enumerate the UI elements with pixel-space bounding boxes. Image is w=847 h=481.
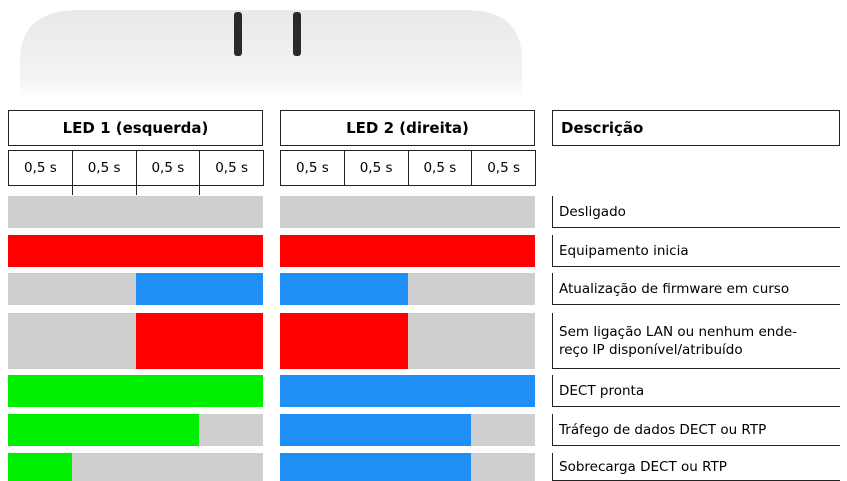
description-header: Descrição	[552, 110, 840, 146]
led-segment	[407, 313, 535, 369]
led-segment	[280, 313, 408, 369]
description-cell: Sobrecarga DECT ou RTP	[552, 453, 840, 481]
device-image	[20, 10, 522, 100]
tick	[71, 185, 73, 195]
led-segment	[280, 453, 472, 481]
led-pattern	[280, 313, 535, 369]
led-segment	[8, 453, 72, 481]
led-pattern	[8, 273, 263, 305]
led-segment	[135, 273, 263, 305]
interval-cell: 0,5 s	[343, 150, 409, 186]
tick	[199, 185, 201, 195]
led-pattern	[280, 235, 535, 267]
description-text: Tráfego de dados DECT ou RTP	[559, 421, 767, 438]
led-segment	[8, 196, 263, 228]
led-segment	[8, 235, 263, 267]
led-segment	[8, 414, 200, 446]
description-text: Desligado	[559, 203, 626, 220]
led2-header: LED 2 (direita)	[280, 110, 535, 146]
led-pattern	[280, 273, 535, 305]
led-segment	[407, 273, 535, 305]
led-segment	[280, 414, 472, 446]
led-pattern	[8, 375, 263, 407]
led-segment	[199, 414, 263, 446]
led-segment	[471, 453, 535, 481]
description-text: DECT pronta	[559, 382, 645, 399]
led-segment	[135, 313, 263, 369]
interval-cell: 0,5 s	[199, 150, 264, 186]
description-cell: DECT pronta	[552, 375, 840, 407]
led-segment	[280, 235, 535, 267]
led-pattern	[280, 196, 535, 228]
description-cell: Equipamento inicia	[552, 235, 840, 267]
led-segment	[471, 414, 535, 446]
interval-cell: 0,5 s	[71, 150, 137, 186]
description-cell: Desligado	[552, 196, 840, 228]
led-segment	[280, 375, 535, 407]
interval-cell: 0,5 s	[135, 150, 201, 186]
led-segment	[8, 375, 263, 407]
tick	[135, 185, 137, 195]
interval-cell: 0,5 s	[280, 150, 345, 186]
led-pattern	[8, 235, 263, 267]
description-cell: Tráfego de dados DECT ou RTP	[552, 414, 840, 446]
description-cell: Sem ligação LAN ou nenhum ende-reço IP d…	[552, 313, 840, 369]
description-cell: Atualização de firmware em curso	[552, 273, 840, 305]
led-segment	[280, 196, 535, 228]
led-segment	[71, 453, 263, 481]
led-pattern	[8, 453, 263, 481]
description-text: reço IP disponível/atribuído	[559, 341, 743, 358]
led-pattern	[280, 453, 535, 481]
description-text: Sem ligação LAN ou nenhum ende-	[559, 323, 798, 340]
led-segment	[280, 273, 408, 305]
description-text: Equipamento inicia	[559, 242, 689, 259]
led-segment	[8, 273, 136, 305]
led-pattern	[280, 414, 535, 446]
interval-cell: 0,5 s	[8, 150, 73, 186]
led-segment	[8, 313, 136, 369]
description-text: Atualização de firmware em curso	[559, 280, 790, 297]
led-pattern	[8, 196, 263, 228]
led-pattern	[280, 375, 535, 407]
interval-cell: 0,5 s	[407, 150, 473, 186]
led-pattern	[8, 313, 263, 369]
interval-cell: 0,5 s	[471, 150, 536, 186]
led-pattern	[8, 414, 263, 446]
description-text: Sobrecarga DECT ou RTP	[559, 458, 727, 475]
led1-header: LED 1 (esquerda)	[8, 110, 263, 146]
